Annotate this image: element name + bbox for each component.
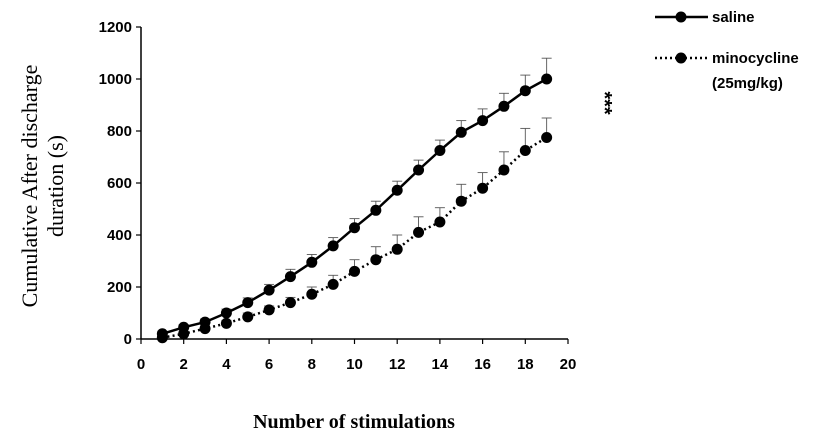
- data-point: [199, 316, 211, 328]
- data-point: [263, 304, 275, 316]
- data-point: [455, 126, 467, 138]
- data-point: [391, 243, 403, 255]
- legend-label-minocycline-dose: (25mg/kg): [712, 75, 783, 92]
- y-tick-label: 800: [107, 123, 132, 140]
- data-point: [220, 317, 232, 329]
- significance-marker: ***: [593, 91, 615, 115]
- data-point: [413, 164, 425, 176]
- data-point: [349, 265, 360, 277]
- data-point: [178, 321, 190, 333]
- axes: [140, 27, 568, 340]
- legend-label-minocycline: minocycline: [712, 50, 799, 67]
- data-point: [413, 226, 425, 238]
- x-ticks: 0 2 4 6 8 10 12 14 16 18 20: [137, 339, 577, 373]
- data-point: [284, 297, 296, 309]
- legend-item-saline: saline: [655, 9, 755, 26]
- data-point: [349, 222, 360, 234]
- data-point: [220, 307, 232, 319]
- series-saline: [156, 57, 553, 340]
- y-tick-label: 1000: [99, 71, 132, 88]
- y-tick-label: 200: [107, 279, 132, 296]
- data-point: [327, 240, 339, 252]
- data-point: [541, 132, 553, 143]
- data-point: [242, 297, 254, 309]
- y-tick-label: 400: [107, 227, 132, 244]
- data-point: [498, 100, 510, 112]
- y-ticks: 0 200 400 600 800 1000 1200: [99, 19, 141, 348]
- data-point: [519, 145, 531, 156]
- data-point: [306, 288, 318, 300]
- x-tick-label: 16: [474, 356, 491, 373]
- x-tick-label: 6: [265, 356, 273, 373]
- legend-item-minocycline: minocycline (25mg/kg): [655, 50, 799, 92]
- x-tick-label: 18: [517, 356, 534, 373]
- data-point: [541, 73, 553, 85]
- data-point: [498, 164, 510, 176]
- x-tick-label: 0: [137, 356, 145, 373]
- data-point: [370, 204, 382, 216]
- y-tick-label: 0: [124, 331, 132, 348]
- x-tick-label: 14: [432, 356, 449, 373]
- series-layer: [156, 57, 553, 344]
- y-tick-label: 1200: [99, 19, 132, 36]
- x-tick-label: 8: [308, 356, 316, 373]
- data-point: [263, 284, 275, 296]
- data-point: [370, 254, 382, 266]
- x-tick-label: 20: [560, 356, 577, 373]
- data-point: [306, 256, 318, 268]
- data-point: [477, 182, 489, 194]
- x-tick-label: 2: [180, 356, 188, 373]
- data-point: [455, 195, 467, 207]
- y-tick-label: 600: [107, 175, 132, 192]
- data-point: [327, 278, 339, 290]
- data-point: [391, 184, 403, 196]
- data-point: [242, 311, 254, 323]
- series-line: [162, 136, 548, 339]
- x-tick-label: 12: [389, 356, 406, 373]
- data-point: [477, 115, 489, 127]
- data-point: [284, 271, 296, 283]
- data-point: [519, 85, 531, 97]
- y-axis-label-line1: Cumulative After discharge: [17, 65, 42, 308]
- series-line: [161, 77, 548, 335]
- data-point: [434, 216, 446, 228]
- x-tick-label: 10: [346, 356, 363, 373]
- y-axis-label-line2: duration (s): [43, 135, 68, 237]
- data-point: [434, 145, 446, 156]
- data-point: [156, 328, 168, 340]
- x-tick-label: 4: [222, 356, 231, 373]
- legend-label-saline: saline: [712, 9, 755, 26]
- legend: saline minocycline (25mg/kg): [655, 9, 799, 92]
- x-axis-label: Number of stimulations: [253, 411, 455, 433]
